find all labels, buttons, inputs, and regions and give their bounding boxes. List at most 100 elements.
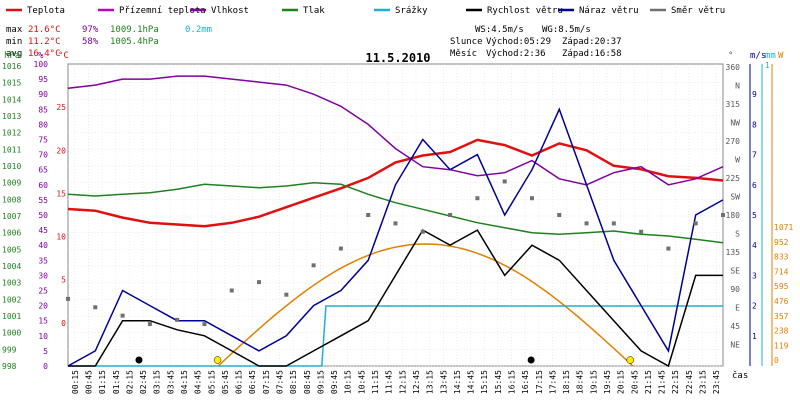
wind-direction-point: [257, 280, 262, 285]
wind-direction-point: [393, 221, 398, 226]
wind-direction-point: [557, 213, 562, 217]
x-tick-label: 10:45: [357, 370, 366, 394]
x-tick-label: 06:45: [248, 370, 257, 394]
legend-label: Vlhkost: [211, 6, 249, 16]
moon-label: Měsíc: [450, 49, 477, 59]
wind-direction-point: [584, 221, 589, 226]
stats-min-label: min: [6, 37, 22, 47]
dir-tick-label: 360: [726, 63, 741, 72]
x-tick-label: 18:45: [576, 370, 585, 394]
chart-title: 11.5.2010: [365, 51, 430, 65]
hpa-tick-label: 998: [2, 362, 17, 371]
pct-tick-label: 75: [38, 136, 48, 145]
x-tick-label: 11:45: [385, 370, 394, 394]
dir-tick-label: SW: [730, 193, 740, 202]
stats-avg-temp: 16.4°C: [28, 49, 61, 59]
x-tick-label: 16:45: [521, 370, 530, 394]
dir-tick-label: 270: [726, 137, 741, 146]
pct-tick-label: 70: [38, 151, 48, 160]
moonset-marker: [527, 356, 535, 364]
moon-set: Západ:16:58: [562, 49, 622, 59]
sun-set: Západ:20:37: [562, 37, 622, 47]
hpa-tick-label: 1010: [2, 162, 21, 171]
pct-tick-label: 35: [38, 256, 48, 265]
moon-rise: Východ:2:36: [486, 49, 546, 59]
w-tick-label: 119: [774, 341, 789, 350]
x-tick-label: 03:45: [166, 370, 175, 394]
x-tick-label: 05:45: [221, 370, 230, 394]
wind-wg: WG:8.5m/s: [542, 25, 591, 35]
ms-tick-label: 9: [752, 90, 757, 99]
hpa-tick-label: 1009: [2, 179, 21, 188]
axis-hpa-unit: hPa: [4, 51, 20, 61]
wind-direction-point: [529, 196, 534, 201]
axis-pct-unit: %: [38, 51, 44, 61]
wind-direction-point: [147, 322, 152, 327]
mm-tick-label: 1: [765, 61, 770, 70]
series-line-tlak: [67, 181, 724, 244]
dir-tick-label: 225: [726, 174, 741, 183]
w-tick-label: 952: [774, 238, 789, 247]
pct-tick-label: 0: [43, 362, 48, 371]
temp-tick-label: 20: [56, 146, 66, 155]
x-tick-label: 17:15: [535, 370, 544, 394]
x-tick-label: 11:15: [371, 370, 380, 394]
legend-label: Tlak: [303, 6, 325, 16]
legend-label: Srážky: [395, 6, 428, 16]
hpa-tick-label: 1001: [2, 312, 21, 321]
x-tick-label: 14:15: [453, 370, 462, 394]
series-line-sr-ky: [68, 305, 723, 367]
legend-label: Náraz větru: [579, 6, 639, 16]
pct-tick-label: 65: [38, 166, 48, 175]
stats-max-label: max: [6, 25, 23, 35]
x-tick-label: 23:45: [712, 370, 721, 394]
x-tick-label: 02:45: [139, 370, 148, 394]
stats-max-rain: 0.2mm: [185, 25, 212, 35]
axis-time-label: čas: [732, 370, 748, 381]
wind-direction-point: [120, 313, 125, 318]
sunrise-marker: [213, 356, 222, 364]
w-tick-label: 714: [774, 267, 789, 276]
dir-tick-label: 315: [726, 100, 741, 109]
wind-direction-point: [93, 305, 98, 310]
legend-label: Přízemní teplota: [119, 6, 206, 16]
moonrise-marker: [135, 356, 143, 364]
x-tick-label: 22:45: [685, 370, 694, 394]
x-tick-label: 01:45: [112, 370, 121, 394]
wind-direction-point: [366, 213, 371, 217]
pct-tick-label: 20: [38, 302, 48, 311]
stats-avg-label: avg: [6, 49, 22, 59]
temp-tick-label: 0: [61, 319, 66, 328]
dir-tick-label: SE: [730, 267, 740, 276]
wind-direction-point: [420, 229, 425, 234]
pct-tick-label: 15: [38, 317, 48, 326]
x-tick-label: 13:15: [426, 370, 435, 394]
pct-tick-label: 90: [38, 90, 48, 99]
hpa-tick-label: 1004: [2, 262, 21, 271]
x-tick-label: 22:15: [671, 370, 680, 394]
x-tick-label: 00:45: [84, 370, 93, 394]
pct-tick-label: 60: [38, 181, 48, 190]
x-tick-label: 17:45: [548, 370, 557, 394]
wind-direction-point: [284, 292, 289, 297]
dir-tick-label: 180: [726, 211, 741, 220]
axis-mm-unit: mm: [765, 51, 776, 61]
x-tick-label: 08:15: [289, 370, 298, 394]
x-tick-label: 06:15: [235, 370, 244, 394]
pct-tick-label: 100: [34, 60, 49, 69]
wind-direction-point: [66, 296, 70, 301]
stats-min-temp: 11.2°C: [28, 37, 61, 47]
wind-direction-point: [175, 317, 180, 322]
dir-tick-label: 45: [730, 322, 740, 331]
axis-temp-unit: °C: [58, 51, 69, 61]
temp-tick-label: 15: [56, 189, 66, 198]
x-tick-label: 16:15: [507, 370, 516, 394]
pct-tick-label: 40: [38, 241, 48, 250]
x-tick-label: 15:15: [480, 370, 489, 394]
x-tick-label: 07:15: [262, 370, 271, 394]
x-tick-label: 02:15: [125, 370, 134, 394]
wind-direction-point: [338, 246, 343, 251]
w-tick-label: 476: [774, 297, 789, 306]
hpa-tick-label: 1012: [2, 129, 21, 138]
sun-rise: Východ:05:29: [486, 37, 551, 47]
